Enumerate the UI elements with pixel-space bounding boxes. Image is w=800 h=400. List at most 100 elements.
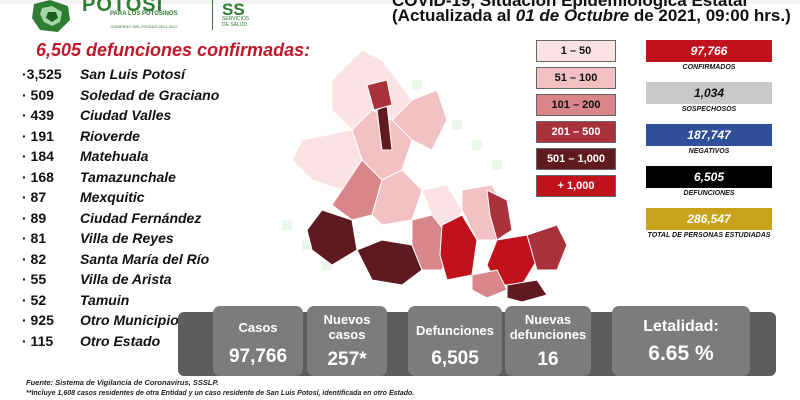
metric-new-cases-value: 257*	[327, 349, 367, 370]
list-item: · 81 Villa de Reyes	[22, 228, 174, 248]
stat-negative-label: NEGATIVOS	[688, 148, 730, 155]
list-item: · 87 Mexquitic	[22, 187, 145, 207]
metric-lethality-value: 6.65 %	[648, 342, 714, 365]
metric-cases-label: Casos	[238, 320, 278, 335]
stat-suspected-label: SOSPECHOSOS	[681, 106, 737, 113]
muni-count: · 52	[22, 291, 47, 308]
stat-confirmed-label: CONFIRMADOS	[682, 64, 736, 71]
legend-range: 1 – 50	[536, 40, 616, 62]
stat-studied-value: 286,547	[646, 208, 772, 230]
list-item: · 184 Matehuala	[22, 146, 148, 166]
muni-name: Matehuala	[80, 148, 149, 164]
legend-range: 101 – 200	[536, 94, 616, 116]
metric-lethality-label: Letalidad:	[643, 318, 719, 335]
footnote-note: **Incluye 1,608 casos residentes de otra…	[26, 390, 415, 397]
muni-name: Otro Estado	[80, 332, 161, 349]
legend-range-label: + 1,000	[557, 180, 595, 192]
muni-name: Villa de Arista	[80, 271, 172, 287]
metric-deaths-label: Defunciones	[415, 323, 494, 338]
page-subtitle: (Actualizada al 01 de Octubre de 2021, 0…	[392, 6, 791, 26]
legend-range-label: 101 – 200	[551, 99, 601, 111]
list-item: · 168 Tamazunchale	[22, 167, 176, 187]
muni-name: Ciudad Fernández	[80, 209, 202, 226]
stat-deaths-label: DEFUNCIONES	[683, 190, 735, 197]
map-region	[506, 279, 548, 303]
legend-range: 201 – 500	[536, 121, 616, 143]
metric-new-cases-card: Nuevos casos 257*	[307, 306, 387, 376]
metric-new-deaths-label: Nuevas defunciones	[509, 312, 587, 342]
muni-count: · 509	[22, 86, 54, 103]
legend-range-label: 1 – 50	[560, 45, 592, 57]
stat-suspected-value: 1,034	[646, 82, 772, 104]
muni-count: · 439	[22, 107, 54, 123]
map-region	[366, 79, 393, 111]
muni-count: · 191	[22, 127, 54, 144]
subtitle-date: 01 de Octubre	[515, 6, 630, 25]
legend-range-label: 51 – 100	[554, 72, 598, 84]
logo-name: POTOSÍ	[82, 0, 164, 16]
header-strip	[0, 0, 800, 4]
muni-count: · 81	[22, 230, 47, 246]
muni-count: · 55	[22, 271, 47, 287]
metric-deaths-value: 6,505	[431, 348, 479, 369]
subtitle-prefix: (Actualizada al	[392, 6, 516, 25]
ss-subline: SERVICIOS DE SALUD	[222, 16, 250, 28]
list-item: · 509 Soledad de Graciano	[22, 85, 219, 105]
muni-name: Villa de Reyes	[80, 230, 174, 246]
stat-negative-value: 187,747	[646, 124, 772, 146]
list-item: · 82 Santa María del Río	[22, 249, 209, 269]
muni-count: · 168	[22, 168, 54, 185]
map-region	[306, 209, 358, 266]
map-region	[526, 224, 568, 271]
ss-logo: SS	[222, 0, 245, 19]
metric-cases-card: Casos 97,766	[213, 306, 303, 376]
metric-cases-value: 97,766	[228, 346, 288, 367]
muni-name: Otro Municipio	[80, 312, 179, 328]
metric-deaths-card: Defunciones 6,505	[408, 306, 502, 376]
map-region	[486, 189, 513, 241]
muni-count: · 115	[22, 332, 54, 349]
legend-range: + 1,000	[536, 175, 616, 197]
muni-name: San Luis Potosí	[80, 66, 186, 82]
muni-count: · 87	[22, 189, 47, 205]
list-item: · 52 Tamuin	[22, 290, 129, 310]
subtitle-suffix: de 2021, 09:00 hrs.)	[629, 6, 791, 25]
muni-name: Santa María del Río	[80, 250, 210, 267]
stat-deaths-value: 6,505	[646, 166, 772, 188]
muni-count: · 82	[22, 250, 47, 267]
muni-count: ·3,525	[22, 66, 62, 82]
potosi-emblem-icon	[32, 0, 70, 32]
deaths-heading: 6,505 defunciones confirmadas:	[36, 40, 311, 60]
logo-tagline: PARA LOS POTOSINOS	[110, 11, 178, 17]
legend-range-label: 501 – 1,000	[546, 153, 606, 165]
list-item: ·3,525 San Luis Potosí	[22, 64, 185, 84]
list-item: · 55 Villa de Arista	[22, 269, 172, 289]
metric-lethality-card: Letalidad: 6.65 %	[612, 306, 750, 376]
muni-name: Tamuin	[80, 291, 130, 308]
list-item: · 115 Otro Estado	[22, 331, 160, 351]
government-logo: POTOSÍ PARA LOS POTOSINOS GOBIERNO DEL E…	[22, 0, 252, 34]
footnote-source: Fuente: Sistema de Vigilancia de Coronav…	[26, 378, 219, 387]
muni-name: Soledad de Graciano	[80, 86, 220, 103]
state-choropleth-map	[282, 49, 568, 303]
map-region	[471, 269, 508, 299]
muni-count: · 925	[22, 312, 54, 328]
legend-range-label: 201 – 500	[551, 126, 601, 138]
list-item: · 439 Ciudad Valles	[22, 105, 171, 125]
list-item: · 89 Ciudad Fernández	[22, 208, 201, 228]
muni-count: · 89	[22, 209, 47, 226]
logo-divider	[212, 0, 213, 30]
metric-new-deaths-value: 16	[537, 349, 559, 370]
legend-range: 501 – 1,000	[536, 148, 616, 170]
muni-name: Tamazunchale	[80, 168, 176, 185]
legend-range: 51 – 100	[536, 67, 616, 89]
list-item: · 925 Otro Municipio	[22, 310, 179, 330]
muni-name: Mexquitic	[80, 189, 145, 205]
list-item: · 191 Rioverde	[22, 126, 140, 146]
metric-new-deaths-card: Nuevas defunciones 16	[505, 306, 591, 376]
stat-confirmed-value: 97,766	[646, 40, 772, 62]
muni-name: Rioverde	[80, 127, 140, 144]
page-title: COVID-19, Situación Epidemiológica Estat…	[392, 0, 748, 10]
metric-new-cases-label: Nuevos casos	[323, 312, 371, 342]
muni-name: Ciudad Valles	[80, 107, 172, 123]
